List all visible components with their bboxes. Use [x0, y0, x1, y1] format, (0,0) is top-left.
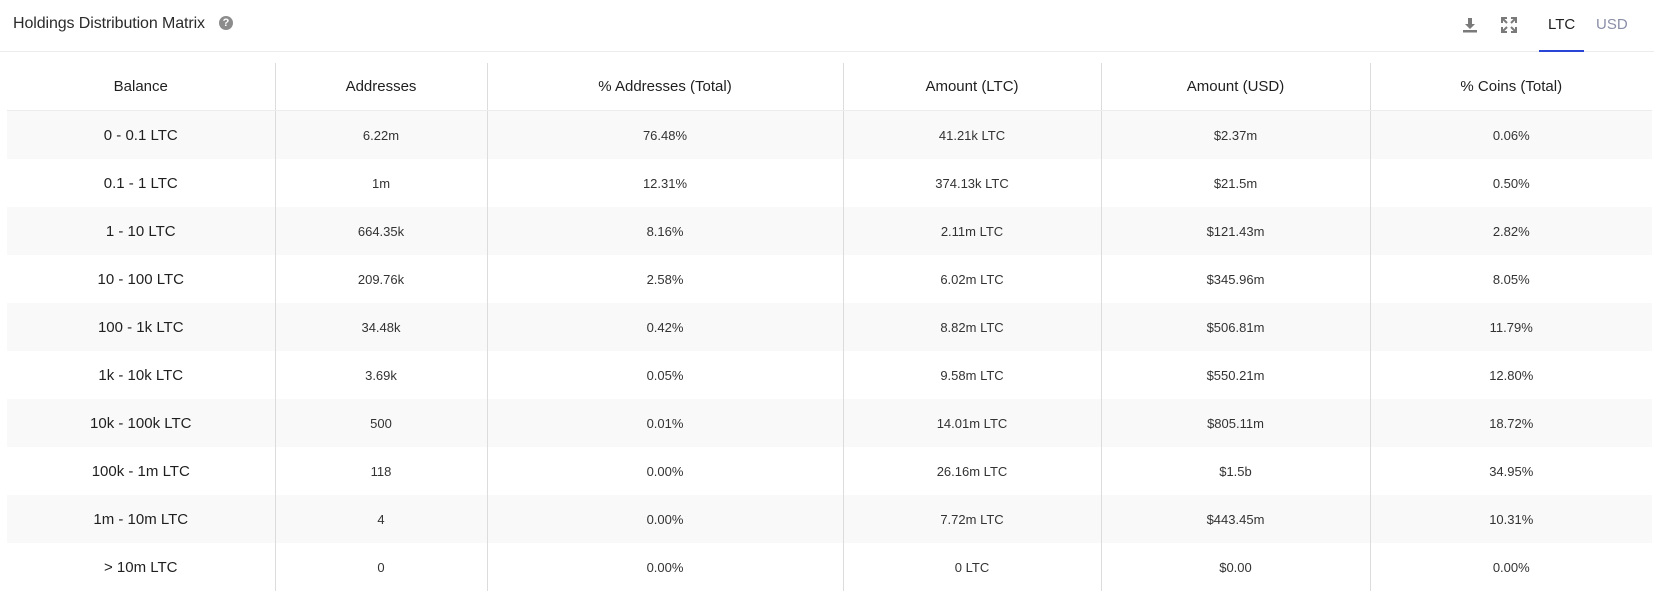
cell-balance: 1m - 10m LTC [7, 495, 275, 543]
cell-amount-usd: $443.45m [1100, 495, 1370, 543]
cell-pct-addresses: 0.00% [486, 543, 843, 591]
cell-amount-ltc: 8.82m LTC [842, 303, 1101, 351]
help-icon[interactable]: ? [219, 16, 233, 30]
cell-pct-addresses: 0.42% [486, 303, 843, 351]
table-row: 1k - 10k LTC 3.69k 0.05% 9.58m LTC $550.… [7, 351, 1652, 399]
cell-amount-usd: $550.21m [1100, 351, 1370, 399]
cell-addresses: 0 [274, 543, 487, 591]
cell-addresses: 1m [274, 159, 487, 207]
cell-addresses: 6.22m [274, 110, 487, 159]
cell-pct-coins: 0.00% [1369, 543, 1652, 591]
cell-balance: > 10m LTC [7, 543, 275, 591]
table-header-row: Balance Addresses % Addresses (Total) Am… [7, 63, 1652, 111]
cell-amount-ltc: 2.11m LTC [842, 207, 1101, 255]
cell-balance: 0 - 0.1 LTC [7, 110, 275, 159]
cell-pct-coins: 0.06% [1369, 110, 1652, 159]
download-icon[interactable] [1460, 15, 1480, 35]
cell-amount-usd: $0.00 [1100, 543, 1370, 591]
cell-amount-ltc: 0 LTC [842, 543, 1101, 591]
cell-amount-ltc: 9.58m LTC [842, 351, 1101, 399]
cell-pct-coins: 12.80% [1369, 351, 1652, 399]
table-row: 0 - 0.1 LTC 6.22m 76.48% 41.21k LTC $2.3… [7, 110, 1652, 159]
cell-addresses: 664.35k [274, 207, 487, 255]
table-row: 10k - 100k LTC 500 0.01% 14.01m LTC $805… [7, 399, 1652, 447]
expand-icon[interactable] [1499, 15, 1519, 35]
cell-pct-coins: 0.50% [1369, 159, 1652, 207]
cell-amount-usd: $121.43m [1100, 207, 1370, 255]
cell-amount-ltc: 26.16m LTC [842, 447, 1101, 495]
cell-amount-usd: $506.81m [1100, 303, 1370, 351]
table-row: 100k - 1m LTC 118 0.00% 26.16m LTC $1.5b… [7, 447, 1652, 495]
cell-addresses: 209.76k [274, 255, 487, 303]
cell-pct-addresses: 0.01% [486, 399, 843, 447]
column-header-balance[interactable]: Balance [7, 63, 275, 111]
cell-pct-coins: 10.31% [1369, 495, 1652, 543]
cell-addresses: 4 [274, 495, 487, 543]
cell-pct-addresses: 12.31% [486, 159, 843, 207]
table-row: 100 - 1k LTC 34.48k 0.42% 8.82m LTC $506… [7, 303, 1652, 351]
column-header-addresses[interactable]: Addresses [274, 63, 487, 111]
cell-pct-coins: 34.95% [1369, 447, 1652, 495]
table-row: 1m - 10m LTC 4 0.00% 7.72m LTC $443.45m … [7, 495, 1652, 543]
holdings-distribution-table: Balance Addresses % Addresses (Total) Am… [7, 63, 1652, 591]
cell-addresses: 118 [274, 447, 487, 495]
cell-pct-coins: 2.82% [1369, 207, 1652, 255]
cell-pct-addresses: 2.58% [486, 255, 843, 303]
active-tab-indicator [1539, 50, 1584, 52]
cell-addresses: 500 [274, 399, 487, 447]
cell-balance: 0.1 - 1 LTC [7, 159, 275, 207]
cell-pct-addresses: 0.00% [486, 447, 843, 495]
cell-amount-ltc: 7.72m LTC [842, 495, 1101, 543]
cell-amount-usd: $345.96m [1100, 255, 1370, 303]
cell-pct-addresses: 8.16% [486, 207, 843, 255]
cell-pct-coins: 8.05% [1369, 255, 1652, 303]
cell-balance: 100k - 1m LTC [7, 447, 275, 495]
cell-amount-ltc: 14.01m LTC [842, 399, 1101, 447]
cell-balance: 10k - 100k LTC [7, 399, 275, 447]
column-header-pct-addresses[interactable]: % Addresses (Total) [486, 63, 843, 111]
column-header-amount-usd[interactable]: Amount (USD) [1100, 63, 1370, 111]
tab-ltc[interactable]: LTC [1548, 16, 1576, 33]
cell-pct-addresses: 0.00% [486, 495, 843, 543]
column-header-amount-ltc[interactable]: Amount (LTC) [842, 63, 1101, 111]
cell-pct-coins: 11.79% [1369, 303, 1652, 351]
cell-amount-ltc: 6.02m LTC [842, 255, 1101, 303]
tab-usd[interactable]: USD [1596, 16, 1628, 33]
table-row: > 10m LTC 0 0.00% 0 LTC $0.00 0.00% [7, 543, 1652, 591]
cell-addresses: 3.69k [274, 351, 487, 399]
widget-header: Holdings Distribution Matrix ? LTC USD [0, 0, 1654, 52]
cell-balance: 1k - 10k LTC [7, 351, 275, 399]
column-header-pct-coins[interactable]: % Coins (Total) [1369, 63, 1652, 111]
table-row: 0.1 - 1 LTC 1m 12.31% 374.13k LTC $21.5m… [7, 159, 1652, 207]
cell-pct-coins: 18.72% [1369, 399, 1652, 447]
cell-pct-addresses: 0.05% [486, 351, 843, 399]
cell-amount-usd: $2.37m [1100, 110, 1370, 159]
cell-pct-addresses: 76.48% [486, 110, 843, 159]
table-row: 10 - 100 LTC 209.76k 2.58% 6.02m LTC $34… [7, 255, 1652, 303]
cell-amount-usd: $805.11m [1100, 399, 1370, 447]
cell-addresses: 34.48k [274, 303, 487, 351]
cell-amount-usd: $1.5b [1100, 447, 1370, 495]
cell-balance: 10 - 100 LTC [7, 255, 275, 303]
cell-amount-ltc: 41.21k LTC [842, 110, 1101, 159]
table-row: 1 - 10 LTC 664.35k 8.16% 2.11m LTC $121.… [7, 207, 1652, 255]
widget-title: Holdings Distribution Matrix [13, 15, 205, 32]
cell-balance: 100 - 1k LTC [7, 303, 275, 351]
cell-balance: 1 - 10 LTC [7, 207, 275, 255]
cell-amount-usd: $21.5m [1100, 159, 1370, 207]
cell-amount-ltc: 374.13k LTC [842, 159, 1101, 207]
